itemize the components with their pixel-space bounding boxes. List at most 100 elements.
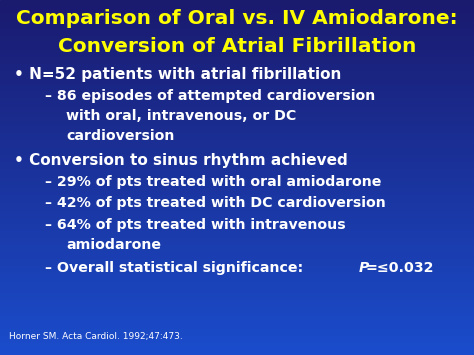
Bar	[0, 53, 474, 55]
Bar	[0, 163, 474, 165]
Bar	[0, 341, 474, 343]
Bar	[0, 302, 474, 304]
Bar	[0, 280, 474, 282]
Bar	[0, 277, 474, 279]
Bar	[0, 240, 474, 241]
Text: • Conversion to sinus rhythm achieved: • Conversion to sinus rhythm achieved	[14, 153, 348, 168]
Bar	[0, 241, 474, 243]
Bar	[0, 337, 474, 339]
Bar	[0, 149, 474, 151]
Bar	[0, 48, 474, 50]
Bar	[0, 190, 474, 192]
Bar	[0, 11, 474, 12]
Bar	[0, 186, 474, 188]
Text: =≤0.032: =≤0.032	[366, 261, 435, 275]
Bar	[0, 25, 474, 27]
Bar	[0, 250, 474, 252]
Bar	[0, 36, 474, 37]
Bar	[0, 154, 474, 156]
Bar	[0, 144, 474, 146]
Bar	[0, 325, 474, 327]
Bar	[0, 98, 474, 99]
Bar	[0, 64, 474, 66]
Bar	[0, 57, 474, 59]
Bar	[0, 151, 474, 153]
Bar	[0, 55, 474, 57]
Bar	[0, 66, 474, 67]
Bar	[0, 243, 474, 245]
Bar	[0, 76, 474, 78]
Bar	[0, 124, 474, 126]
Bar	[0, 247, 474, 248]
Bar	[0, 115, 474, 117]
Text: • N=52 patients with atrial fibrillation: • N=52 patients with atrial fibrillation	[14, 67, 342, 82]
Bar	[0, 266, 474, 268]
Bar	[0, 89, 474, 91]
Bar	[0, 305, 474, 307]
Bar	[0, 257, 474, 259]
Bar	[0, 284, 474, 286]
Bar	[0, 140, 474, 142]
Bar	[0, 16, 474, 18]
Bar	[0, 69, 474, 71]
Bar	[0, 213, 474, 215]
Bar	[0, 192, 474, 193]
Bar	[0, 327, 474, 328]
Bar	[0, 41, 474, 43]
Bar	[0, 220, 474, 222]
Bar	[0, 101, 474, 103]
Bar	[0, 296, 474, 298]
Bar	[0, 94, 474, 96]
Bar	[0, 218, 474, 220]
Bar	[0, 248, 474, 250]
Bar	[0, 346, 474, 348]
Text: – 64% of pts treated with intravenous: – 64% of pts treated with intravenous	[45, 218, 346, 232]
Bar	[0, 122, 474, 124]
Bar	[0, 78, 474, 80]
Bar	[0, 130, 474, 131]
Bar	[0, 231, 474, 233]
Bar	[0, 225, 474, 227]
Bar	[0, 99, 474, 101]
Bar	[0, 75, 474, 76]
Bar	[0, 273, 474, 275]
Bar	[0, 126, 474, 128]
Bar	[0, 293, 474, 295]
Bar	[0, 165, 474, 167]
Bar	[0, 91, 474, 92]
Text: – 42% of pts treated with DC cardioversion: – 42% of pts treated with DC cardioversi…	[45, 196, 386, 210]
Bar	[0, 71, 474, 73]
Bar	[0, 323, 474, 325]
Bar	[0, 178, 474, 179]
Bar	[0, 179, 474, 181]
Bar	[0, 34, 474, 36]
Bar	[0, 156, 474, 158]
Bar	[0, 82, 474, 83]
Bar	[0, 146, 474, 147]
Bar	[0, 316, 474, 318]
Bar	[0, 282, 474, 284]
Bar	[0, 2, 474, 4]
Bar	[0, 304, 474, 305]
Bar	[0, 9, 474, 11]
Bar	[0, 39, 474, 41]
Bar	[0, 201, 474, 202]
Bar	[0, 103, 474, 105]
Bar	[0, 332, 474, 334]
Bar	[0, 263, 474, 264]
Bar	[0, 117, 474, 119]
Bar	[0, 238, 474, 240]
Bar	[0, 20, 474, 21]
Text: amiodarone: amiodarone	[66, 238, 161, 252]
Bar	[0, 80, 474, 82]
Bar	[0, 252, 474, 254]
Bar	[0, 291, 474, 293]
Bar	[0, 176, 474, 178]
Bar	[0, 188, 474, 190]
Bar	[0, 209, 474, 211]
Bar	[0, 119, 474, 121]
Text: P: P	[358, 261, 369, 275]
Text: – 86 episodes of attempted cardioversion: – 86 episodes of attempted cardioversion	[45, 89, 375, 103]
Bar	[0, 5, 474, 7]
Bar	[0, 43, 474, 44]
